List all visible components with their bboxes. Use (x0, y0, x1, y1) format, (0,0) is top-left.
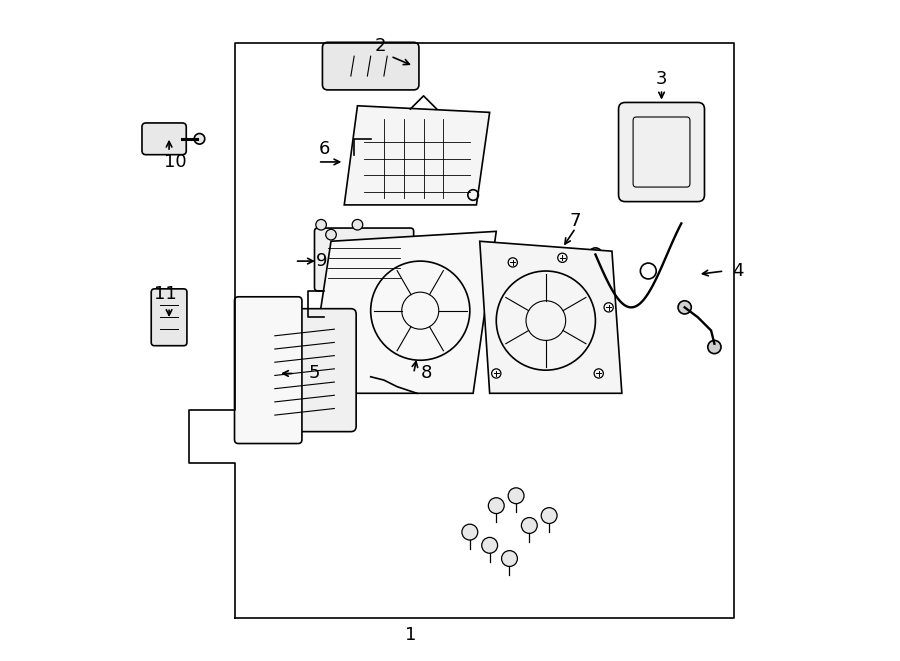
Text: 5: 5 (309, 364, 320, 383)
FancyBboxPatch shape (314, 228, 414, 291)
Circle shape (489, 498, 504, 514)
Text: 1: 1 (405, 625, 416, 644)
Circle shape (707, 340, 721, 354)
Circle shape (352, 219, 363, 230)
Text: 8: 8 (421, 364, 433, 383)
Circle shape (541, 508, 557, 524)
Text: 6: 6 (319, 139, 330, 158)
Circle shape (482, 537, 498, 553)
Text: 4: 4 (732, 262, 743, 280)
Polygon shape (344, 106, 490, 205)
Text: 10: 10 (165, 153, 187, 171)
FancyBboxPatch shape (618, 102, 705, 202)
Polygon shape (308, 231, 496, 393)
Text: 7: 7 (570, 212, 581, 231)
FancyBboxPatch shape (142, 123, 186, 155)
Text: 3: 3 (656, 70, 667, 89)
Circle shape (589, 248, 602, 261)
Polygon shape (480, 241, 622, 393)
FancyBboxPatch shape (253, 309, 356, 432)
Text: 2: 2 (374, 37, 386, 56)
Circle shape (462, 524, 478, 540)
Circle shape (501, 551, 518, 566)
Text: 11: 11 (155, 285, 177, 303)
Circle shape (508, 488, 524, 504)
Text: 9: 9 (316, 252, 328, 270)
FancyBboxPatch shape (151, 289, 187, 346)
FancyBboxPatch shape (322, 42, 418, 90)
Circle shape (194, 134, 205, 144)
FancyBboxPatch shape (235, 297, 302, 444)
Circle shape (521, 518, 537, 533)
Circle shape (678, 301, 691, 314)
Circle shape (316, 219, 327, 230)
Circle shape (326, 229, 337, 240)
